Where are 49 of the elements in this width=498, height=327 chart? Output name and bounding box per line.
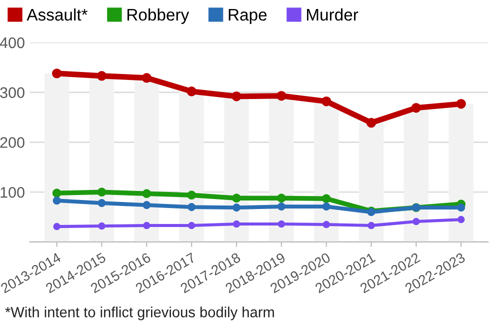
point [321, 96, 332, 106]
y-tick-label: 200 [0, 137, 24, 148]
bar [44, 73, 70, 242]
point [232, 204, 241, 212]
y-tick-label: 100 [0, 186, 24, 198]
point [98, 199, 106, 208]
point [143, 222, 150, 230]
point [188, 203, 196, 212]
point [142, 73, 152, 83]
point [322, 194, 331, 204]
point [142, 189, 152, 198]
bar [134, 78, 160, 242]
bar [358, 122, 384, 242]
point [322, 202, 330, 211]
point [52, 68, 62, 78]
point [98, 222, 106, 230]
point [457, 204, 466, 212]
point [96, 71, 107, 81]
point [52, 188, 62, 198]
point [52, 196, 61, 205]
bar [404, 108, 429, 242]
point [277, 202, 286, 211]
point [411, 102, 422, 113]
bar [448, 104, 474, 242]
point [412, 218, 420, 226]
point [232, 92, 242, 102]
point [232, 220, 240, 228]
point [53, 222, 60, 230]
point [188, 222, 196, 230]
point [186, 86, 196, 96]
legend-label: Robbery [128, 8, 190, 24]
text: *With intent to inflict grievious bodily harm [5, 306, 274, 320]
point [142, 201, 151, 210]
point [276, 194, 286, 203]
legend-label: Murder [307, 8, 358, 21]
point [278, 220, 286, 228]
point [368, 222, 375, 230]
y-tick-label: 300 [0, 87, 24, 98]
point [97, 188, 106, 197]
legend-label: Assault* [26, 8, 88, 21]
point [322, 220, 330, 228]
point [457, 216, 465, 224]
legend-label: Rape [228, 9, 267, 24]
point [232, 194, 241, 203]
point [456, 98, 466, 109]
point [366, 118, 376, 128]
y-tick-label: 400 [0, 37, 24, 48]
point [276, 91, 286, 101]
point [187, 190, 196, 200]
